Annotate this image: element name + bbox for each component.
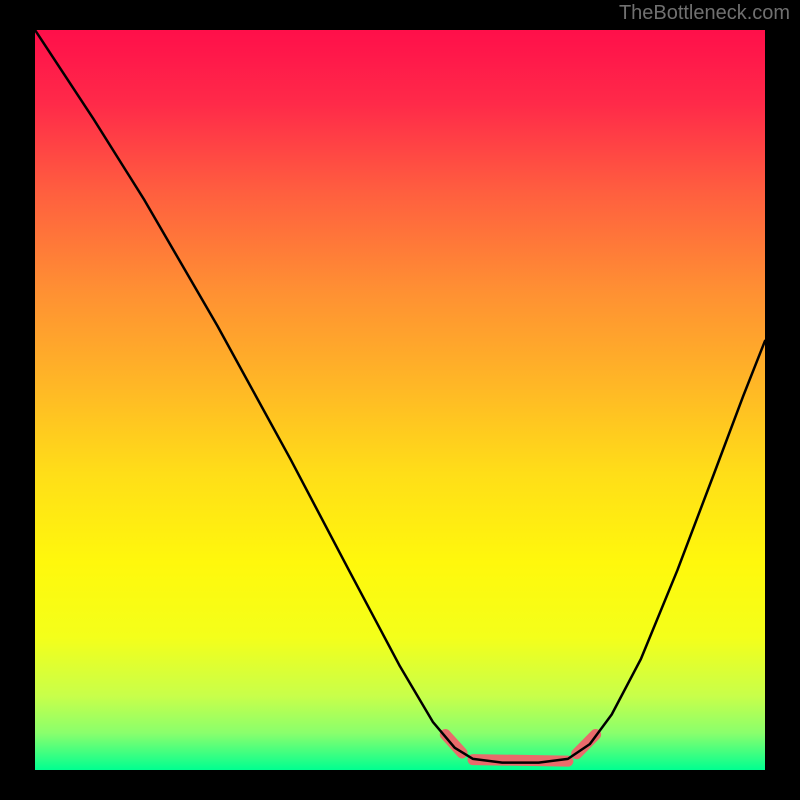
curve-layer <box>35 30 765 770</box>
chart-root: TheBottleneck.com <box>0 0 800 800</box>
watermark-text: TheBottleneck.com <box>619 2 790 25</box>
bottleneck-curve <box>35 30 765 763</box>
plot-area <box>35 30 765 770</box>
